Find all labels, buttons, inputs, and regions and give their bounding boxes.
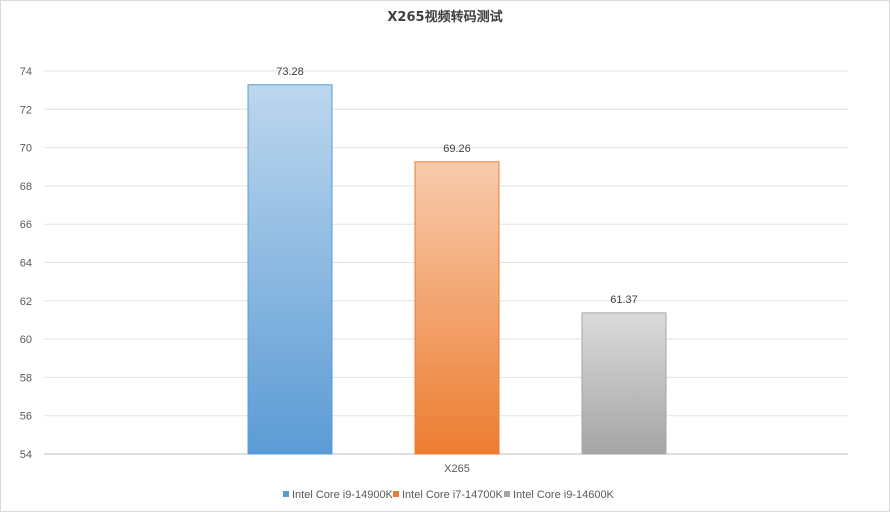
y-tick-label: 66	[20, 219, 32, 231]
data-labels: 73.28 69.26 61.37	[276, 66, 638, 306]
gridlines	[44, 70, 848, 455]
chart-title: X265视频转码测试	[387, 9, 502, 25]
y-tick-label: 60	[20, 334, 32, 346]
data-label-1: 73.28	[276, 66, 304, 78]
legend-label-3: Intel Core i9-14600K	[513, 489, 615, 501]
bar-2	[414, 161, 500, 455]
legend-swatch-3	[504, 491, 510, 497]
y-tick-label: 62	[20, 296, 32, 308]
legend-swatch-2	[393, 491, 399, 497]
bar-1	[247, 84, 333, 455]
y-tick-label: 58	[20, 372, 32, 384]
x-axis: X265	[444, 463, 470, 475]
bar-3	[581, 312, 667, 455]
data-label-2: 69.26	[443, 143, 471, 155]
y-tick-label: 54	[20, 449, 32, 461]
data-label-3: 61.37	[610, 294, 638, 306]
legend-label-2: Intel Core i7-14700K	[402, 489, 504, 501]
x-category-label: X265	[444, 463, 470, 475]
legend: Intel Core i9-14900K Intel Core i7-14700K…	[283, 489, 615, 501]
legend-label-1: Intel Core i9-14900K	[292, 489, 394, 501]
y-tick-label: 74	[20, 66, 32, 78]
y-tick-label: 70	[20, 143, 32, 155]
bars	[247, 84, 667, 455]
y-axis-ticks: 54 56 58 60 62 64 66 68 70 72 74	[20, 66, 32, 461]
legend-swatch-1	[283, 491, 289, 497]
y-tick-label: 56	[20, 411, 32, 423]
y-tick-label: 68	[20, 181, 32, 193]
y-tick-label: 64	[20, 258, 32, 270]
y-tick-label: 72	[20, 104, 32, 116]
